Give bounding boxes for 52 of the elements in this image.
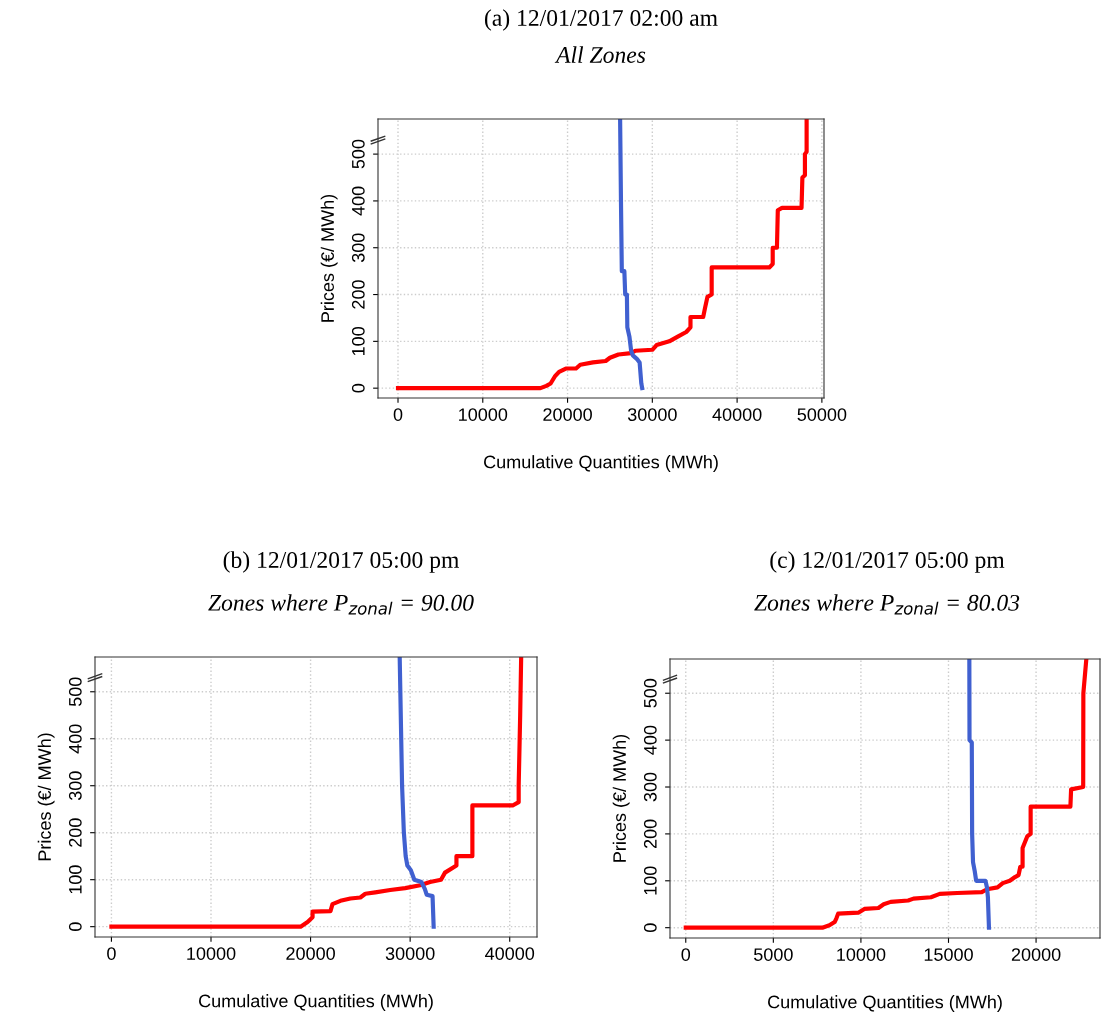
y-tick-label: 400: [351, 186, 365, 216]
y-tick-label: 0: [643, 923, 657, 932]
y-axis-title: Prices (€/ MWh): [612, 734, 630, 862]
x-tick-label: 50000: [797, 408, 847, 421]
y-tick-label: 300: [643, 772, 657, 802]
x-axis-title: Cumulative Quantities (MWh): [484, 455, 718, 472]
y-tick-label: 100: [351, 327, 365, 356]
y-tick-label: 500: [643, 678, 657, 708]
x-tick-label: 30000: [385, 947, 435, 960]
y-tick-label: 200: [351, 280, 365, 309]
line-series: [683, 659, 1089, 930]
x-tick-label: 20000: [286, 947, 335, 960]
x-tick-label: 20000: [543, 408, 592, 421]
y-tick-label: 200: [643, 819, 657, 849]
x-tick-label: 20000: [1011, 948, 1061, 961]
x-tick-label: 10000: [837, 948, 886, 961]
y-tick-label: 100: [643, 866, 657, 895]
line-series: [967, 659, 992, 930]
x-tick-label: 10000: [187, 947, 236, 960]
line-series: [618, 119, 645, 391]
chart-title: (b) 12/01/2017 05:00 pm: [223, 551, 460, 573]
x-tick-label: 30000: [627, 408, 677, 421]
x-tick-label: 40000: [485, 947, 535, 960]
x-axis-title: Cumulative Quantities (MWh): [768, 995, 1002, 1012]
y-axis-title: Prices (€/ MWh): [320, 194, 338, 322]
x-tick-label: 10000: [459, 408, 508, 421]
y-tick-label: 0: [68, 922, 82, 931]
y-tick-label: 0: [351, 383, 365, 393]
chart-subtitle: All Zones: [554, 46, 646, 63]
x-tick-label: 0: [681, 948, 691, 961]
y-tick-label: 200: [68, 818, 82, 847]
line-series: [397, 657, 436, 929]
y-tick-label: 400: [68, 724, 82, 754]
x-tick-label: 40000: [712, 408, 762, 421]
y-tick-label: 100: [68, 865, 82, 894]
y-tick-label: 300: [68, 771, 82, 801]
y-axis-title: Prices (€/ MWh): [37, 733, 55, 861]
x-tick-label: 0: [393, 408, 403, 421]
line-series: [109, 657, 524, 929]
y-tick-label: 400: [643, 725, 657, 755]
y-tick-label: 300: [351, 233, 365, 263]
chart-title: (c) 12/01/2017 05:00 pm: [770, 551, 1005, 573]
x-tick-label: 5000: [753, 948, 793, 961]
x-tick-label: 0: [107, 947, 116, 960]
chart-subtitle: Zones where P$_{zonal}$ = 80.03: [754, 594, 1020, 615]
y-tick-label: 500: [351, 139, 365, 169]
line-series: [395, 119, 809, 391]
chart-subtitle: Zones where P$_{zonal}$ = 90.00: [208, 594, 474, 615]
x-axis-title: Cumulative Quantities (MWh): [199, 994, 433, 1011]
y-tick-label: 500: [68, 677, 82, 707]
chart-title: (a) 12/01/2017 02:00 am: [484, 9, 718, 31]
x-tick-label: 15000: [924, 948, 973, 961]
